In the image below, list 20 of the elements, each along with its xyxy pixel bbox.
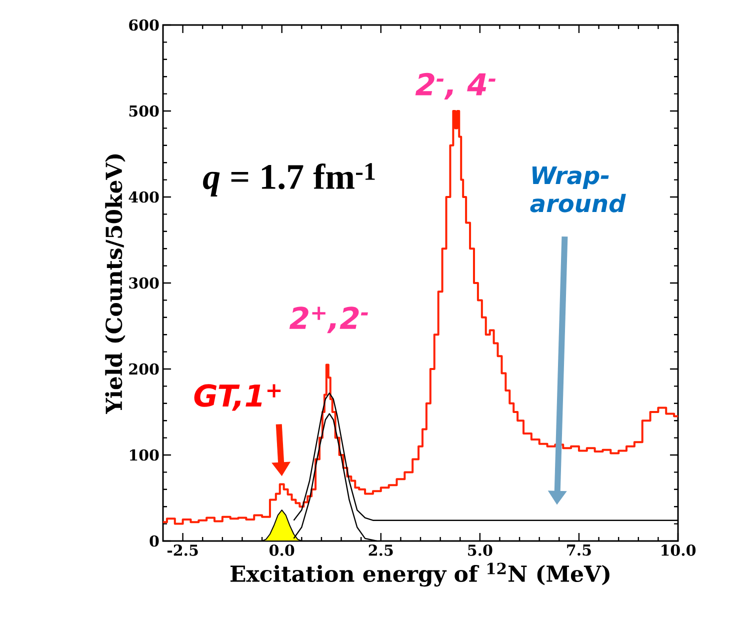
x-axis-title: Excitation energy of $^{12}$N (MeV) — [230, 562, 610, 587]
y-tick-label: 400 — [128, 191, 159, 203]
y-tick-label: 300 — [129, 277, 159, 289]
x-tick-label: 10.0 — [662, 544, 696, 556]
annotation: 2$^{-}$, 4$^{-}$ — [415, 72, 496, 100]
x-tick-label: 2.5 — [368, 544, 393, 556]
y-tick-label: 500 — [129, 105, 159, 117]
x-tick-label: -2.5 — [167, 544, 198, 556]
x-tick-label: 0.0 — [270, 544, 294, 556]
y-tick-label: 600 — [129, 19, 159, 31]
x-tick-label: 7.5 — [567, 544, 591, 556]
annotation: q = 1.7 fm$^{-1}$ — [203, 163, 375, 196]
annotation: 2$^{+}$,2$^{-}$ — [289, 306, 368, 334]
annotation: Wrap-around — [530, 166, 626, 212]
annotation: GT,1$^{+}$ — [194, 384, 281, 411]
y-axis-title: Yield (Counts/50keV) — [105, 154, 126, 414]
y-tick-label: 0 — [150, 535, 159, 547]
x-tick-label: 5.0 — [468, 544, 492, 556]
y-tick-label: 100 — [130, 449, 159, 461]
y-tick-label: 200 — [129, 363, 159, 375]
